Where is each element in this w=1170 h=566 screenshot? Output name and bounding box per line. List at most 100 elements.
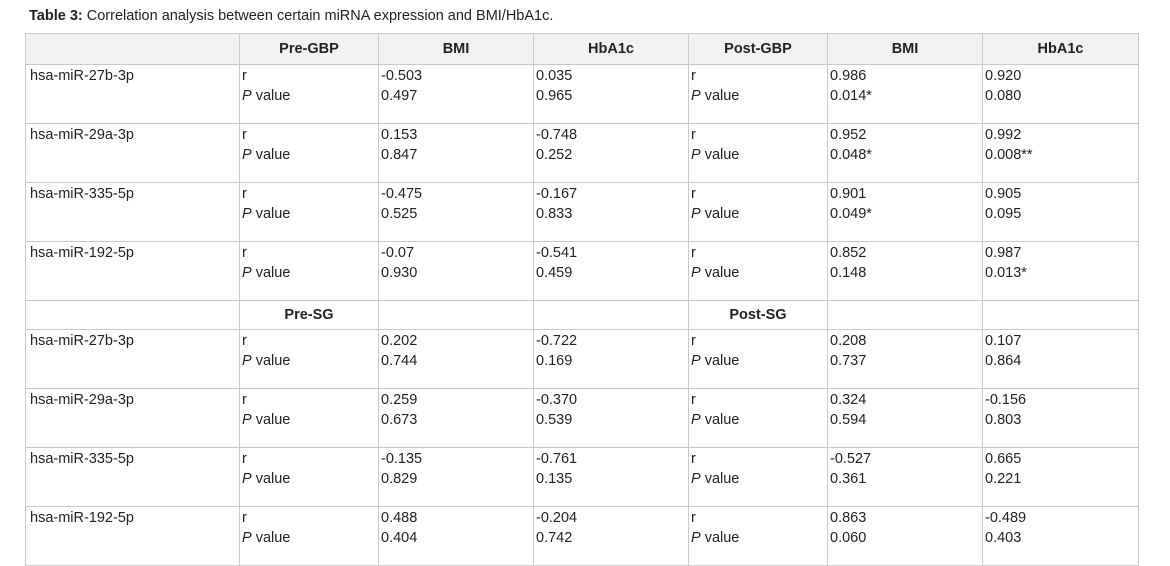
header-cell-bmi: BMI [378, 33, 534, 65]
pre-hba1c-p-value: 0.965 [536, 88, 573, 104]
stat-label-p: P value [242, 263, 376, 283]
stat-label-p-italic: P [242, 530, 252, 546]
table-row: hsa-miR-29a-3p r P value 0.259 0.673 -0.370 0.… [25, 388, 1139, 448]
post-hba1c-p-value: 0.013* [985, 265, 1027, 281]
pre-bmi-r-value: 0.488 [381, 510, 418, 526]
stat-label-p-italic: P [691, 353, 701, 369]
post-bmi-p-value: 0.060 [830, 530, 867, 546]
post-bmi-p-value: 0.148 [830, 265, 867, 281]
stat-label-p: P value [691, 351, 825, 371]
table-row: hsa-miR-335-5p r P value -0.475 0.525 -0.167 0… [25, 182, 1139, 242]
gene-name-cell: hsa-miR-29a-3p [25, 388, 240, 448]
post-bmi-p-value: 0.014* [830, 88, 872, 104]
header-cell-hba1c: HbA1c [533, 33, 689, 65]
pre-hba1c-r-value: -0.748 [536, 127, 578, 143]
correlation-table: Pre-GBP BMI HbA1c Post-GBP BMI HbA1c hsa… [25, 33, 1139, 566]
pre-hba1c-p-value: 0.135 [536, 471, 573, 487]
post-bmi-r-value: 0.986 [830, 68, 867, 84]
stat-label-p: P value [691, 528, 825, 548]
stat-label-p-rest: value [251, 88, 291, 104]
stat-label-r: r [242, 68, 247, 84]
pre-bmi-cell: 0.259 0.673 [378, 388, 534, 448]
gene-name-cell: hsa-miR-335-5p [25, 182, 240, 242]
pre-hba1c-p-value: 0.539 [536, 412, 573, 428]
post-bmi-r-value: 0.952 [830, 127, 867, 143]
post-bmi-p-value: 0.361 [830, 471, 867, 487]
stat-label-p-italic: P [242, 265, 252, 281]
gene-name-cell: hsa-miR-192-5p [25, 241, 240, 301]
stat-label-p: P value [691, 204, 825, 224]
post-bmi-cell: 0.952 0.048* [827, 123, 983, 183]
post-bmi-cell: 0.901 0.049* [827, 182, 983, 242]
stat-label-p: P value [242, 469, 376, 489]
pre-hba1c-p-value: 0.833 [536, 206, 573, 222]
table-caption-text: Correlation analysis between certain miR… [82, 8, 554, 24]
stat-label-r: r [691, 68, 696, 84]
stat-label-p-rest: value [251, 353, 291, 369]
pre-bmi-r-value: 0.259 [381, 392, 418, 408]
header-cell-hba1c: HbA1c [982, 33, 1139, 65]
post-hba1c-p-value: 0.864 [985, 353, 1022, 369]
stat-label-r: r [242, 186, 247, 202]
stat-label-p-rest: value [700, 353, 740, 369]
post-bmi-r-value: 0.852 [830, 245, 867, 261]
stat-label-p: P value [691, 145, 825, 165]
post-bmi-p-value: 0.048* [830, 147, 872, 163]
gene-name-cell: hsa-miR-29a-3p [25, 123, 240, 183]
stat-label-r: r [691, 333, 696, 349]
post-hba1c-r-value: -0.156 [985, 392, 1027, 408]
post-hba1c-cell: 0.665 0.221 [982, 447, 1139, 507]
stat-label-r: r [242, 510, 247, 526]
pre-hba1c-r-value: -0.722 [536, 333, 578, 349]
stat-label-p-italic: P [242, 147, 252, 163]
post-hba1c-r-value: 0.107 [985, 333, 1022, 349]
pre-hba1c-cell: -0.761 0.135 [533, 447, 689, 507]
post-bmi-p-value: 0.594 [830, 412, 867, 428]
stat-label-p-rest: value [700, 88, 740, 104]
table-caption-label: Table 3: [29, 8, 83, 24]
subheader-cell-post-sg: Post-SG [688, 300, 828, 330]
post-bmi-p-value: 0.737 [830, 353, 867, 369]
stat-label-p-rest: value [700, 147, 740, 163]
post-hba1c-cell: 0.920 0.080 [982, 64, 1139, 124]
post-hba1c-p-value: 0.095 [985, 206, 1022, 222]
stat-label-p: P value [242, 86, 376, 106]
pre-hba1c-cell: -0.167 0.833 [533, 182, 689, 242]
pre-bmi-r-value: -0.135 [381, 451, 423, 467]
stat-label-r: r [691, 245, 696, 261]
pre-bmi-p-value: 0.673 [381, 412, 418, 428]
stat-label-r: r [242, 451, 247, 467]
stat-label-r: r [691, 127, 696, 143]
post-hba1c-r-value: 0.992 [985, 127, 1022, 143]
table-caption: Table 3: Correlation analysis between ce… [29, 7, 553, 25]
gene-name-cell: hsa-miR-192-5p [25, 506, 240, 566]
post-bmi-r-value: -0.527 [830, 451, 872, 467]
pre-hba1c-r-value: 0.035 [536, 68, 573, 84]
post-bmi-r-value: 0.901 [830, 186, 867, 202]
stat-label-cell: r P value [688, 123, 828, 183]
pre-bmi-cell: -0.07 0.930 [378, 241, 534, 301]
header-cell-pre-gbp: Pre-GBP [239, 33, 379, 65]
table-row: hsa-miR-335-5p r P value -0.135 0.829 -0.761 0… [25, 447, 1139, 507]
stat-label-p-italic: P [691, 88, 701, 104]
stat-label-cell: r P value [688, 506, 828, 566]
pre-hba1c-r-value: -0.167 [536, 186, 578, 202]
pre-bmi-cell: 0.153 0.847 [378, 123, 534, 183]
post-bmi-r-value: 0.208 [830, 333, 867, 349]
stat-label-cell: r P value [239, 447, 379, 507]
stat-label-p-rest: value [251, 471, 291, 487]
stat-label-r: r [691, 510, 696, 526]
pre-bmi-cell: -0.135 0.829 [378, 447, 534, 507]
header-cell-bmi: BMI [827, 33, 983, 65]
post-hba1c-r-value: -0.489 [985, 510, 1027, 526]
post-hba1c-p-value: 0.403 [985, 530, 1022, 546]
post-hba1c-r-value: 0.987 [985, 245, 1022, 261]
pre-bmi-cell: 0.202 0.744 [378, 329, 534, 389]
post-hba1c-cell: -0.489 0.403 [982, 506, 1139, 566]
stat-label-p-italic: P [691, 265, 701, 281]
